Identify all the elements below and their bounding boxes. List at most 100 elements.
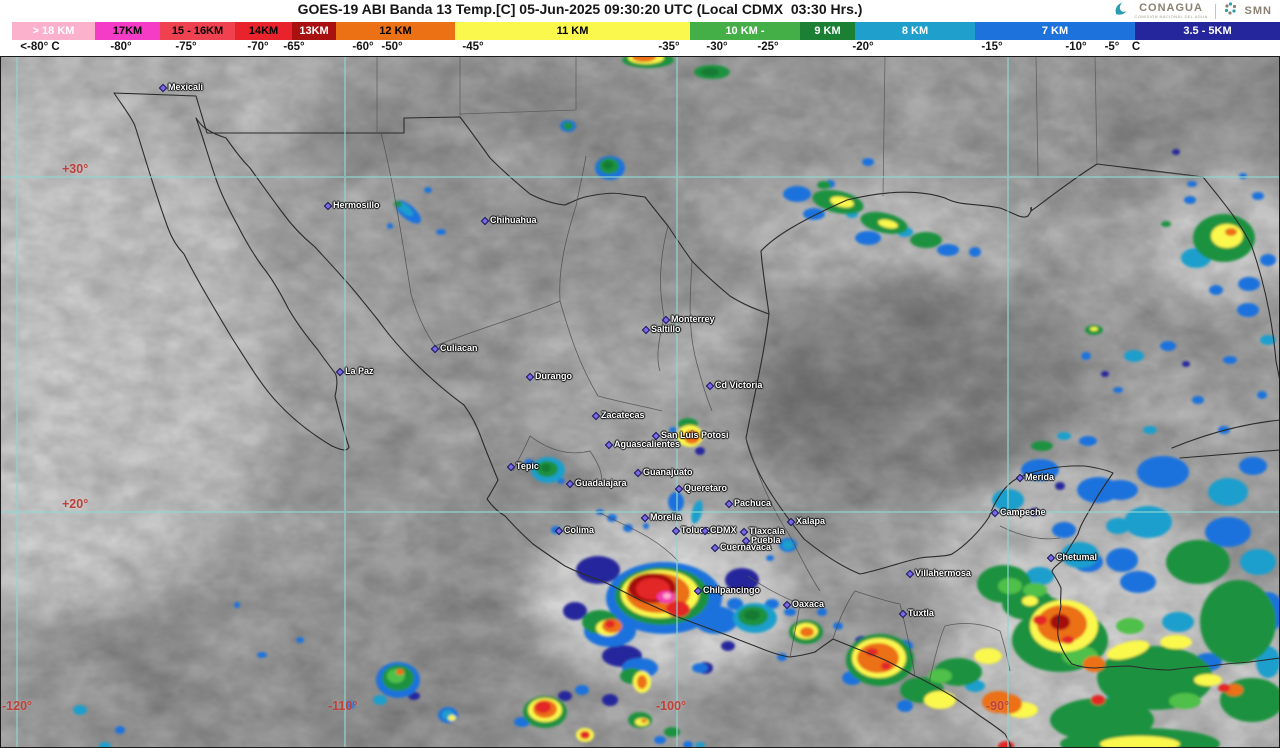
city-marker-icon [705, 381, 715, 390]
legend-band-14KM: 14KM [235, 22, 292, 40]
temp-tick: -70° [247, 41, 269, 53]
legend-band-3.55KM: 3.5 - 5KM [1135, 22, 1280, 40]
city-name: Pachuca [734, 498, 772, 508]
smn-logo-icon [1223, 1, 1238, 21]
city-marker-icon [323, 201, 333, 210]
city-label-san-luis-potosi: San Luis Potosi [651, 430, 729, 440]
city-marker-icon [641, 325, 651, 334]
agency-logos: CONAGUA COMISION NACIONAL DEL AGUA SMN [1113, 1, 1272, 21]
temp-tick: -80° [110, 41, 132, 53]
city-name: Tlaxcala [749, 526, 785, 536]
city-label-queretaro: Queretaro [674, 483, 728, 493]
city-label-monterrey: Monterrey [661, 314, 715, 324]
coordinate-label: -110° [328, 699, 358, 713]
temp-tick: -15° [981, 41, 1003, 53]
city-marker-icon [565, 479, 575, 488]
city-label-campeche: Campeche [990, 507, 1046, 517]
city-label-morelia: Morelia [640, 512, 682, 522]
city-name: Durango [535, 371, 572, 381]
conagua-label: CONAGUA [1139, 2, 1203, 14]
temp-tick: -35° [658, 41, 680, 53]
coordinate-label: -120° [2, 699, 33, 713]
temp-tick: -75° [175, 41, 197, 53]
city-marker-icon [700, 526, 710, 535]
city-name: Aguascalientes [614, 439, 681, 449]
coordinate-label: -90° [986, 699, 1010, 713]
conagua-sublabel: COMISION NACIONAL DEL AGUA [1134, 14, 1208, 19]
city-name: Morelia [650, 512, 682, 522]
city-name: Culiacan [440, 343, 478, 353]
city-name: Chihuahua [490, 215, 537, 225]
temp-tick: -20° [852, 41, 874, 53]
city-marker-icon [724, 499, 734, 508]
city-marker-icon [506, 462, 516, 471]
city-marker-icon [640, 513, 650, 522]
city-name: Zacatecas [601, 410, 645, 420]
city-marker-icon [782, 600, 792, 609]
city-label-toluca: Toluca [671, 525, 709, 535]
city-name: Merida [1025, 472, 1055, 482]
city-marker-icon [633, 468, 643, 477]
legend-band-1516KM: 15 - 16KM [160, 22, 235, 40]
city-label-hermosillo: Hermosillo [323, 200, 380, 210]
city-name: Guanajuato [643, 467, 693, 477]
city-marker-icon [786, 517, 796, 526]
city-label-guadalajara: Guadalajara [565, 478, 627, 488]
temperature-scale: <-80° C -80° -75° -70° -65° -60° -50° -45° -35° -… [0, 40, 1280, 56]
city-marker-icon [661, 315, 671, 324]
satellite-map: Mexicali Hermosillo Chihuahua Culiacan La Pa… [0, 56, 1280, 748]
cloud-height-legend: > 18 KM 17KM 15 - 16KM 14KM 13KM 12 KM 11 KM 10… [0, 22, 1280, 40]
temp-tick: -10° [1065, 41, 1087, 53]
city-name: Tepic [516, 461, 539, 471]
city-name: Villahermosa [915, 568, 971, 578]
city-label-zacatecas: Zacatecas [591, 410, 645, 420]
city-marker-icon [1046, 553, 1056, 562]
city-marker-icon [604, 440, 614, 449]
conagua-logo: CONAGUA COMISION NACIONAL DEL AGUA [1135, 3, 1208, 19]
legend-band-10KM: 10 KM - [690, 22, 800, 40]
city-name: Tuxtla [908, 608, 934, 618]
legend-left-gap [0, 22, 12, 40]
city-name: Queretaro [684, 483, 728, 493]
city-name: Saltillo [651, 324, 681, 334]
product-title: GOES-19 ABI Banda 13 Temp.[C] 05-Jun-202… [297, 1, 863, 17]
city-name: Chetumal [1056, 552, 1098, 562]
city-label-villahermosa: Villahermosa [905, 568, 971, 578]
city-label-chetumal: Chetumal [1046, 552, 1098, 562]
city-label-tlaxcala: Tlaxcala [739, 526, 785, 536]
city-label-saltillo: Saltillo [641, 324, 681, 334]
city-marker-icon [525, 372, 535, 381]
legend-band-8KM: 8 KM [855, 22, 975, 40]
temp-tick: -65° [283, 41, 305, 53]
city-name: Hermosillo [333, 200, 380, 210]
city-marker-icon [480, 216, 490, 225]
temp-tick: -60° [352, 41, 374, 53]
city-name: Chilpancingo [703, 585, 760, 595]
city-marker-icon [430, 344, 440, 353]
temp-tick: <-80° C [20, 41, 60, 53]
smn-label: SMN [1244, 5, 1272, 17]
city-name: Cd Victoria [715, 380, 763, 390]
city-name: Monterrey [671, 314, 715, 324]
city-label-la-paz: La Paz [335, 366, 374, 376]
temp-tick: -5° [1104, 41, 1120, 53]
city-label-chihuahua: Chihuahua [480, 215, 537, 225]
legend-band-13KM: 13KM [292, 22, 336, 40]
coordinate-label: +20° [62, 497, 89, 511]
city-marker-icon [990, 508, 1000, 517]
city-label-xalapa: Xalapa [786, 516, 825, 526]
city-marker-icon [1015, 473, 1025, 482]
city-label-cdmx: CDMX [700, 525, 737, 535]
city-name: Mexicali [168, 82, 204, 92]
city-marker-icon [905, 569, 915, 578]
city-marker-icon [693, 586, 703, 595]
legend-band-7KM: 7 KM [975, 22, 1135, 40]
city-marker-icon [674, 484, 684, 493]
city-marker-icon [591, 411, 601, 420]
city-name: Oaxaca [792, 599, 825, 609]
city-name: Campeche [1000, 507, 1046, 517]
city-label-oaxaca: Oaxaca [782, 599, 825, 609]
city-label-cuernavaca: Cuernavaca [710, 542, 771, 552]
legend-band-9KM: 9 KM [800, 22, 855, 40]
